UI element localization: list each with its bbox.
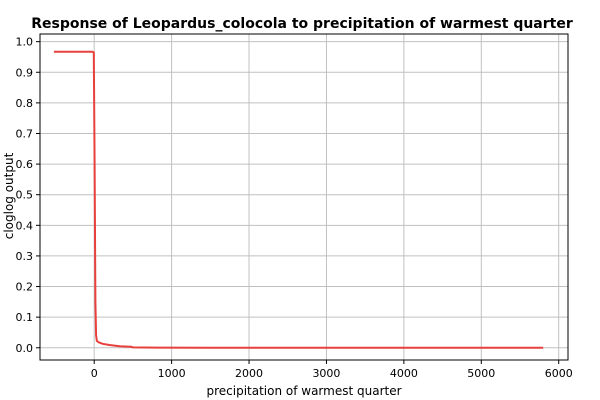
chart-title: Response of Leopardus_colocola to precip…	[31, 16, 573, 32]
y-tick-label: 0.0	[16, 342, 34, 355]
plot-frame	[39, 33, 569, 361]
plot-area	[53, 50, 544, 349]
y-tick-label: 1.0	[16, 36, 34, 49]
x-tick-label: 6000	[545, 367, 573, 380]
x-tick-label: 5000	[467, 367, 495, 380]
x-tick-label: 2000	[235, 367, 263, 380]
y-tick-label: 0.5	[16, 189, 34, 202]
y-tick-label: 0.9	[16, 66, 34, 79]
y-tick-label: 0.4	[16, 219, 34, 232]
x-axis-label: precipitation of warmest quarter	[206, 384, 401, 398]
response-curve	[53, 50, 544, 349]
x-tick-label: 4000	[390, 367, 418, 380]
y-axis-label: cloglog output	[2, 152, 16, 239]
x-tick-label: 1000	[158, 367, 186, 380]
y-tick-label: 0.6	[16, 158, 34, 171]
grid-lines	[40, 34, 568, 360]
y-tick-label: 0.3	[16, 250, 34, 263]
x-tick-label: 3000	[312, 367, 340, 380]
x-tick-label: 0	[91, 367, 98, 380]
axis-ticks: 0 1000 2000 3000 4000 5000 6000 0.0 0.1 0.2 0.3 0.4…	[16, 36, 573, 380]
y-tick-label: 0.8	[16, 97, 34, 110]
y-tick-label: 0.1	[16, 311, 34, 324]
y-tick-label: 0.7	[16, 127, 34, 140]
y-tick-label: 0.2	[16, 281, 34, 294]
